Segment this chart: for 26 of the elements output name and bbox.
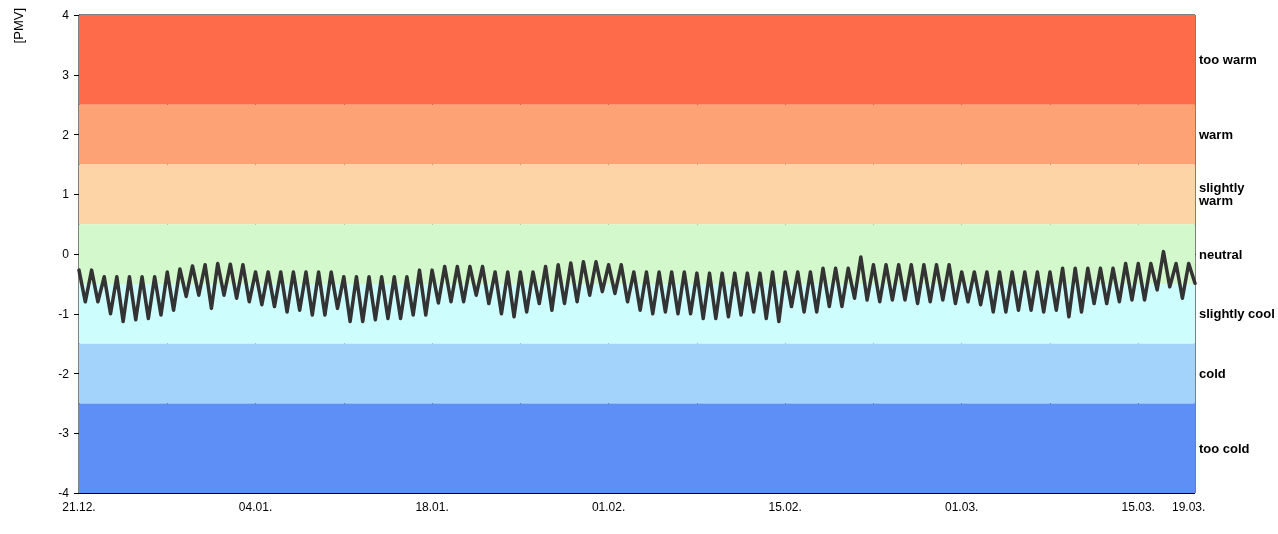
y-tick-label: -4: [58, 486, 70, 500]
y-tick-label: 0: [62, 247, 70, 261]
x-tick-label: 15.03.: [1121, 500, 1155, 514]
x-tick-label: 19.03.: [1172, 500, 1206, 514]
y-tick-label: -2: [58, 366, 70, 381]
x-tick-label: 04.01.: [238, 500, 273, 514]
band-label: too cold: [1199, 440, 1250, 456]
band-label: warm: [1198, 127, 1233, 142]
y-tick-label: 2: [62, 127, 70, 142]
x-tick-label: 15.02.: [768, 500, 802, 514]
y-axis-title: [PMV]: [11, 8, 26, 44]
band-label: too warm: [1199, 52, 1257, 68]
y-tick-label: -3: [58, 426, 70, 441]
x-tick-label: 01.02.: [591, 500, 626, 514]
y-tick-label: -1: [58, 306, 70, 321]
y-tick-label: 4: [62, 8, 70, 22]
x-tick-label: 18.01.: [415, 500, 449, 514]
band-label: slightly cool: [1199, 306, 1275, 322]
band-label: neutral: [1199, 246, 1243, 262]
x-tick-label: 21.12.: [62, 500, 96, 514]
band-label: cold: [1199, 366, 1226, 381]
y-tick-label: 1: [62, 187, 70, 202]
band-label: slightly warm: [1198, 180, 1249, 209]
line-series: [77, 249, 1197, 324]
x-tick-label: 01.03.: [945, 500, 979, 514]
y-tick-label: 3: [62, 67, 70, 82]
